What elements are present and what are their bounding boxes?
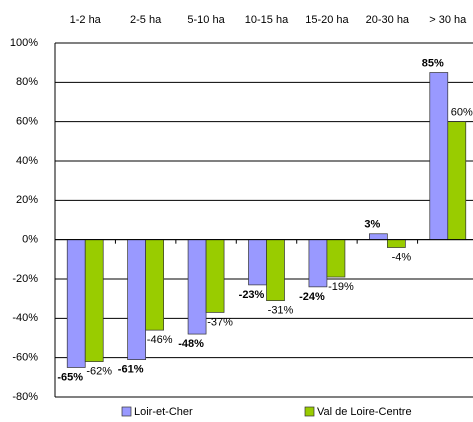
bar [205, 239, 225, 313]
data-label: -61% [118, 364, 144, 376]
y-tick-label: 60% [16, 116, 38, 128]
data-label: -46% [147, 334, 173, 346]
x-tick-label: > 30 ha [429, 14, 467, 26]
data-label: -31% [268, 305, 294, 317]
bar [387, 239, 406, 248]
x-tick-label: 5-10 ha [187, 14, 225, 26]
legend-label: Loir-et-Cher [134, 406, 193, 418]
bar [308, 239, 328, 288]
x-tick-label: 1-2 ha [70, 14, 102, 26]
bar [84, 239, 104, 362]
data-label: -24% [299, 291, 325, 303]
x-tick-label: 15-20 ha [305, 14, 349, 26]
x-tick-label: 2-5 ha [130, 14, 162, 26]
y-tick-label: 100% [10, 37, 38, 49]
y-tick-label: 0% [22, 234, 38, 246]
data-label: -62% [86, 366, 112, 378]
bar [447, 121, 467, 241]
legend-swatch [121, 406, 132, 417]
legend-label: Val de Loire-Centre [317, 406, 412, 418]
data-label: -65% [57, 371, 83, 383]
bar [145, 239, 164, 331]
bar [127, 239, 146, 360]
data-label: -37% [207, 316, 233, 328]
data-label: -4% [392, 251, 412, 263]
data-label: -23% [239, 289, 265, 301]
bar [429, 72, 449, 241]
data-label: 85% [422, 57, 444, 69]
data-label: 60% [451, 107, 473, 119]
data-label: -19% [328, 281, 354, 293]
bar [187, 239, 207, 335]
y-tick-label: -80% [12, 391, 38, 403]
x-tick-label: 20-30 ha [366, 14, 410, 26]
bar [66, 239, 86, 368]
x-tick-label: 10-15 ha [245, 14, 289, 26]
y-tick-label: -20% [12, 273, 38, 285]
y-tick-label: 80% [16, 76, 38, 88]
legend-swatch [304, 406, 315, 417]
bar [369, 233, 388, 241]
data-label: -48% [178, 338, 204, 350]
y-tick-label: 40% [16, 155, 38, 167]
bar [248, 239, 267, 286]
y-tick-label: 20% [16, 194, 38, 206]
bar [326, 239, 346, 278]
data-label: 3% [364, 219, 380, 231]
bar [266, 239, 285, 301]
y-tick-label: -40% [12, 312, 38, 324]
y-tick-label: -60% [12, 352, 38, 364]
